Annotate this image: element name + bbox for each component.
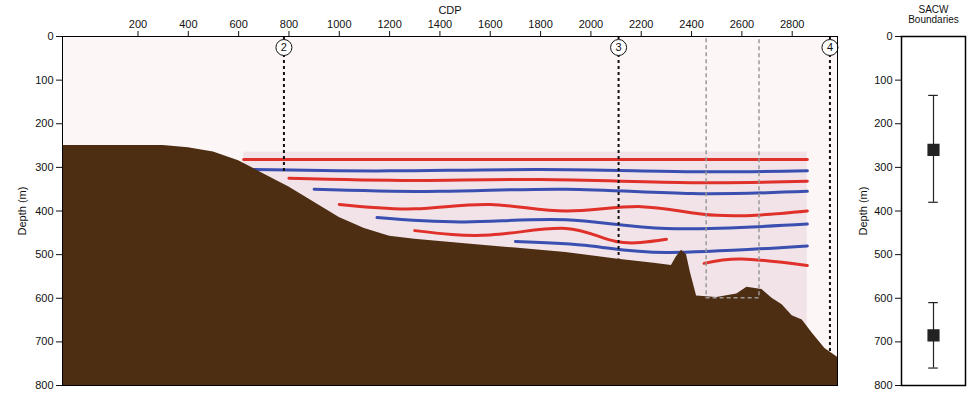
svg-text:2: 2 (281, 41, 287, 53)
svg-text:600: 600 (874, 292, 892, 304)
svg-text:400: 400 (179, 18, 197, 30)
svg-text:400: 400 (874, 205, 892, 217)
svg-text:800: 800 (874, 379, 892, 391)
svg-text:200: 200 (874, 117, 892, 129)
svg-text:SACWBoundaries: SACWBoundaries (908, 4, 959, 25)
svg-text:800: 800 (280, 18, 298, 30)
svg-text:100: 100 (35, 74, 53, 86)
svg-text:2400: 2400 (679, 18, 703, 30)
svg-text:3: 3 (616, 41, 622, 53)
svg-text:0: 0 (47, 30, 53, 42)
svg-text:600: 600 (35, 292, 53, 304)
svg-text:1800: 1800 (528, 18, 552, 30)
svg-text:100: 100 (874, 74, 892, 86)
svg-text:300: 300 (874, 161, 892, 173)
svg-text:Depth (m): Depth (m) (857, 187, 869, 236)
svg-text:700: 700 (35, 335, 53, 347)
svg-text:Depth (m): Depth (m) (16, 187, 28, 236)
svg-text:700: 700 (874, 335, 892, 347)
svg-text:400: 400 (35, 205, 53, 217)
svg-text:800: 800 (35, 379, 53, 391)
svg-text:2000: 2000 (579, 18, 603, 30)
svg-text:2200: 2200 (629, 18, 653, 30)
svg-text:0: 0 (886, 30, 892, 42)
svg-text:1600: 1600 (478, 18, 502, 30)
svg-text:4: 4 (827, 41, 833, 53)
svg-text:CDP: CDP (438, 4, 461, 16)
svg-text:2600: 2600 (730, 18, 754, 30)
svg-text:1000: 1000 (327, 18, 351, 30)
svg-text:200: 200 (35, 117, 53, 129)
svg-text:2800: 2800 (780, 18, 804, 30)
svg-text:500: 500 (874, 248, 892, 260)
svg-text:200: 200 (129, 18, 147, 30)
svg-text:1200: 1200 (377, 18, 401, 30)
svg-text:300: 300 (35, 161, 53, 173)
svg-text:600: 600 (229, 18, 247, 30)
svg-text:500: 500 (35, 248, 53, 260)
svg-text:1400: 1400 (428, 18, 452, 30)
